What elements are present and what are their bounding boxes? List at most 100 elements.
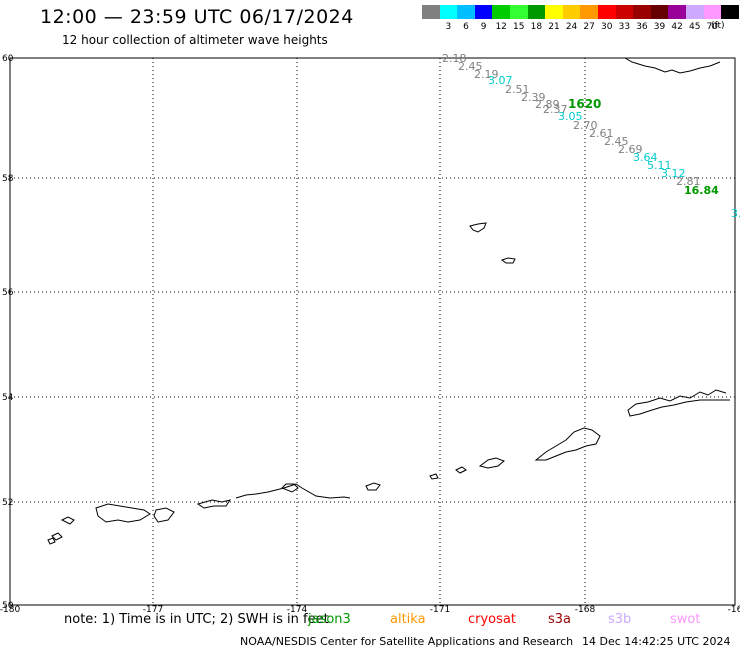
legend-swatch [580,5,598,19]
legend-label: 33 [618,22,631,32]
map-frame [9,57,736,606]
legend-swatch [527,5,546,19]
lat-tick-label: 60 [2,54,14,64]
coastline-segment [47,537,56,545]
wave-height-label: 5.11 [647,159,672,172]
lat-tick-label: 58 [2,174,14,184]
graticule [10,58,735,605]
legend-swatch [633,5,651,19]
legend-item: 3 [439,5,458,32]
legend-label: 36 [636,22,648,32]
coastline-segment [365,482,381,491]
wave-height-label: 1620 [568,97,601,111]
legend-item: 18 [527,5,546,32]
legend-item: 24 [562,5,581,32]
legend-item [422,5,440,32]
coastline-segment [235,483,351,499]
legend-item: 70 [703,5,722,32]
wave-height-label: 2.61 [589,127,614,140]
wave-height-label: 2.89 [535,98,560,111]
legend-swatch [457,5,475,19]
wave-height-label: 2.45 [458,60,483,73]
coastline-segment [627,389,730,417]
wave-height-label: 3.05 [558,110,583,123]
lat-tick-label: 56 [2,288,14,298]
legend-swatch [509,5,528,19]
legend-swatch [422,5,440,19]
legend-item: 6 [457,5,475,32]
wave-height-label: 3.64 [633,151,658,164]
legend-label: 45 [688,22,701,32]
coastline-segment [429,473,439,480]
credit-text: NOAA/NESDIS Center for Satellite Applica… [240,635,574,648]
coastline-segment [624,57,721,74]
note-text: note: 1) Time is in UTC; 2) SWH is in fe… [64,612,329,627]
wave-height-label: 3.12 [661,167,686,180]
wave-height-label: 2.70 [573,119,598,132]
map-title: 12:00 — 23:59 UTC 06/17/2024 [40,6,354,28]
legend-swatch [685,5,704,19]
legend-swatch [492,5,510,19]
wave-height-label: 2.18 [442,52,467,65]
coastline-segment [469,222,487,233]
lon-tick-label: -16 [728,605,740,615]
legend-label: 18 [530,22,543,32]
lat-tick-label: 52 [2,498,13,508]
coastline [47,57,730,545]
legend-item: 27 [580,5,598,32]
satellite-label: swot [670,612,701,627]
legend-item: 30 [597,5,616,32]
legend-label: 12 [495,22,507,32]
legend-swatch [474,5,493,19]
legend-label: 15 [513,22,525,32]
legend-item: 36 [633,5,651,32]
legend-swatch [721,5,739,19]
satellite-label: s3a [548,612,572,627]
coastline-segment [478,457,505,469]
legend-swatch [615,5,634,19]
legend-swatch [597,5,616,19]
wave-height-label: 2.37 [543,103,568,116]
legend-item: 45 [685,5,704,32]
legend-item: 21 [545,5,563,32]
altimeter-track: 2.182.452.193.072.512.392.892.37 16203.05… [442,52,740,220]
lon-tick-label: -168 [575,605,596,615]
coastline-segment [51,532,63,541]
legend-swatch [650,5,669,19]
wave-height-label: 2.69 [618,143,643,156]
legend-swatch [668,5,686,19]
legend-swatch [703,5,722,19]
tick-labels: 60 58 56 54 52 50-180 -177 -174 -171 -168 -16 [0,54,740,615]
wave-height-label: 2.45 [604,135,629,148]
legend-label: 70 [706,22,719,32]
legend-swatch [439,5,458,19]
legend-item: 12 [492,5,510,32]
satellite-label: jason3 [308,612,351,627]
legend-swatch [545,5,563,19]
legend-item: 33 [615,5,634,32]
legend-label: 39 [653,22,666,32]
legend-label: 3 [445,22,452,32]
legend-swatch [562,5,581,19]
map-subtitle: 12 hour collection of altimeter wave hei… [62,33,328,47]
coastline-segment [455,466,467,474]
legend-label: 42 [671,22,683,32]
satellite-label: cryosat [468,612,516,627]
legend-label: 27 [583,22,595,32]
wave-height-label: 2.81 [676,175,701,188]
legend-label: 6 [463,22,469,32]
timestamp: 14 Dec 14:42:25 UTC 2024 [582,635,731,648]
legend-item: 9 [474,5,493,32]
color-legend: 3 6 9 12 15 18 21 24 27 30 33 36 39 42 45 70 [422,5,739,32]
lat-tick-label: 54 [2,393,14,403]
legend-label: 30 [601,22,613,32]
wave-height-label: 2.39 [521,91,546,104]
legend-item [721,5,739,32]
wave-height-label: 3.07 [488,74,513,87]
lon-tick-label: -174 [287,605,308,615]
wave-height-label: 16.84 [684,184,719,197]
lat-tick-label: 50 [2,601,14,611]
legend-unit: (ft) [711,21,725,31]
wave-height-label: 2.19 [474,68,499,81]
satellite-label: altika [390,612,426,627]
